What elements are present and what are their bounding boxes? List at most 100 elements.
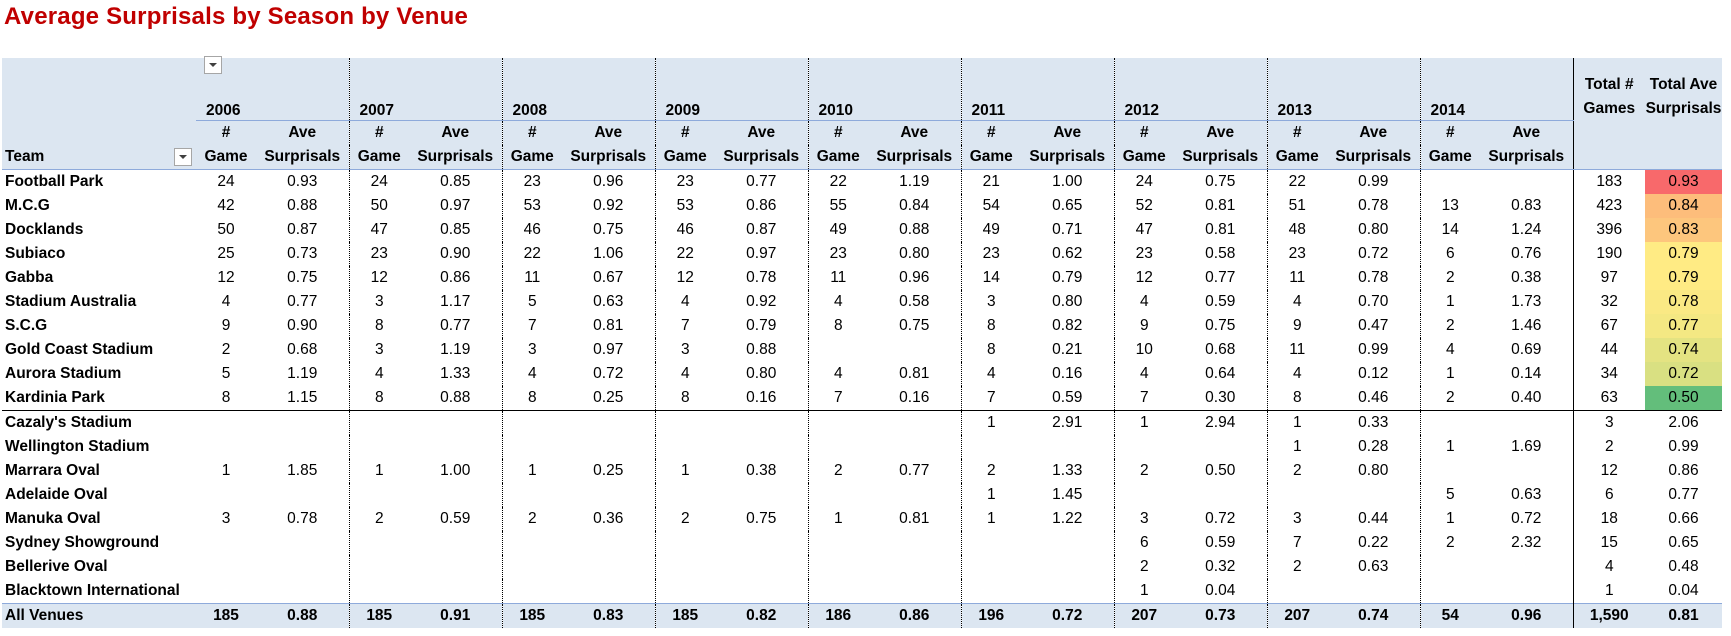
game-subheader-2009: Game [654,145,715,170]
pivot-table: 2006 2007 2008 2009 2010 2011 2012 2013 2014 Tota… [2,56,1731,636]
game-count-cell [807,338,868,362]
ave-surprisal-cell [715,410,808,435]
game-count-cell [348,555,409,579]
game-count-cell [348,410,409,435]
game-count-cell: 4 [654,362,715,386]
ave-surprisal-cell [562,435,655,459]
table-row: Wellington Stadium 1 0.28 1 1.69 2 0.99 [2,435,1722,459]
game-count-cell: 3 [654,338,715,362]
game-count-cell: 9 [1113,314,1174,338]
ave-surprisal-cell: 0.85 [409,218,502,242]
team-filter-dropdown-icon[interactable] [174,148,192,166]
table-row: Subiaco 25 0.73 23 0.90 22 1.06 22 0.97 23 0.80 23 0… [2,242,1722,266]
ave-subheader-2008: Surprisals [562,145,655,170]
ave-surprisal-cell: 0.90 [256,314,349,338]
ave-surprisal-cell: 0.16 [715,386,808,411]
game-subheader-2012: Game [1113,145,1174,170]
total-games-cell: 2 [1572,435,1645,459]
total-ave-cell: 0.83 [1645,218,1722,242]
ave-surprisal-cell [868,483,961,507]
grand-total-game-cell: 186 [807,603,868,628]
grand-total-ave-cell: 0.88 [256,603,349,628]
ave-surprisal-cell: 0.88 [715,338,808,362]
ave-surprisal-cell: 1.19 [256,362,349,386]
ave-surprisal-cell: 0.46 [1327,386,1420,411]
venue-name: Marrara Oval [2,459,196,483]
ave-surprisal-cell [409,435,502,459]
game-count-cell: 1 [501,459,562,483]
venue-name: Stadium Australia [2,290,196,314]
ave-header-2014: Ave [1480,120,1573,145]
ave-subheader-2011: Surprisals [1021,145,1114,170]
grand-total-game-cell: 207 [1266,603,1327,628]
ave-surprisal-cell: 0.99 [1327,338,1420,362]
game-count-cell [960,435,1021,459]
ave-surprisal-cell: 0.77 [868,459,961,483]
total-games-header-line2: Games [1583,99,1636,117]
game-count-cell: 23 [807,242,868,266]
game-count-cell: 9 [196,314,256,338]
game-subheader-2011: Game [960,145,1021,170]
report-title: Average Surprisals by Season by Venue [4,3,469,30]
season-filter-dropdown-icon[interactable] [204,56,222,74]
game-count-cell: 8 [501,386,562,411]
game-count-cell: 2 [501,507,562,531]
ave-surprisal-cell: 0.75 [1174,169,1267,194]
table-row: Docklands 50 0.87 47 0.85 46 0.75 46 0.87 49 0.88 4… [2,218,1722,242]
ave-surprisal-cell: 0.16 [1021,362,1114,386]
ave-surprisal-cell: 1.19 [868,169,961,194]
game-count-cell: 50 [348,194,409,218]
game-count-cell: 7 [1266,531,1327,555]
venue-name: Gabba [2,266,196,290]
game-count-cell: 8 [1266,386,1327,411]
game-count-cell: 1 [196,459,256,483]
ave-surprisal-cell: 0.78 [715,266,808,290]
ave-surprisal-cell: 0.75 [715,507,808,531]
game-count-cell [196,435,256,459]
game-header-2010: # [807,120,868,145]
year-header-2008: 2008 [501,58,655,121]
ave-surprisal-cell: 0.22 [1327,531,1420,555]
grand-total-ave-cell: 0.83 [562,603,655,628]
game-count-cell: 1 [654,459,715,483]
ave-surprisal-cell [256,483,349,507]
total-ave-cell: 0.93 [1645,169,1722,194]
game-count-cell: 14 [960,266,1021,290]
table-row: Sydney Showground 6 0.59 7 0.22 2 2.32 15 0.65 [2,531,1722,555]
game-count-cell [1266,483,1327,507]
total-ave-cell: 0.79 [1645,242,1722,266]
ave-surprisal-cell: 2.32 [1480,531,1573,555]
total-games-cell: 18 [1572,507,1645,531]
game-count-cell: 11 [1266,266,1327,290]
game-count-cell [654,555,715,579]
ave-surprisal-cell [1327,483,1420,507]
game-subheader-2008: Game [501,145,562,170]
ave-surprisal-cell: 0.50 [1174,459,1267,483]
total-games-cell: 67 [1572,314,1645,338]
venue-name: Bellerive Oval [2,555,196,579]
ave-surprisal-cell: 0.81 [868,362,961,386]
ave-surprisal-cell [409,531,502,555]
game-count-cell: 1 [1419,362,1480,386]
total-ave-cell: 0.48 [1645,555,1722,579]
ave-surprisal-cell [868,555,961,579]
ave-surprisal-cell [715,435,808,459]
game-count-cell [1419,410,1480,435]
game-count-cell: 11 [1266,338,1327,362]
ave-surprisal-cell: 0.97 [715,242,808,266]
game-count-cell: 2 [196,338,256,362]
ave-surprisal-cell: 0.59 [1174,290,1267,314]
ave-surprisal-cell: 1.85 [256,459,349,483]
total-ave-cell: 0.84 [1645,194,1722,218]
ave-surprisal-cell: 0.88 [409,386,502,411]
venue-name: Aurora Stadium [2,362,196,386]
ave-surprisal-cell: 0.81 [562,314,655,338]
total-ave-cell: 0.72 [1645,362,1722,386]
venue-name: Docklands [2,218,196,242]
total-games-spacer-2 [1572,145,1645,170]
total-games-cell: 190 [1572,242,1645,266]
ave-surprisal-cell: 0.75 [868,314,961,338]
total-ave-header: Total Ave Surprisals [1645,58,1722,121]
game-count-cell [654,483,715,507]
table-row: Kardinia Park 8 1.15 8 0.88 8 0.25 8 0.16 7 0.16 7 0… [2,386,1722,411]
